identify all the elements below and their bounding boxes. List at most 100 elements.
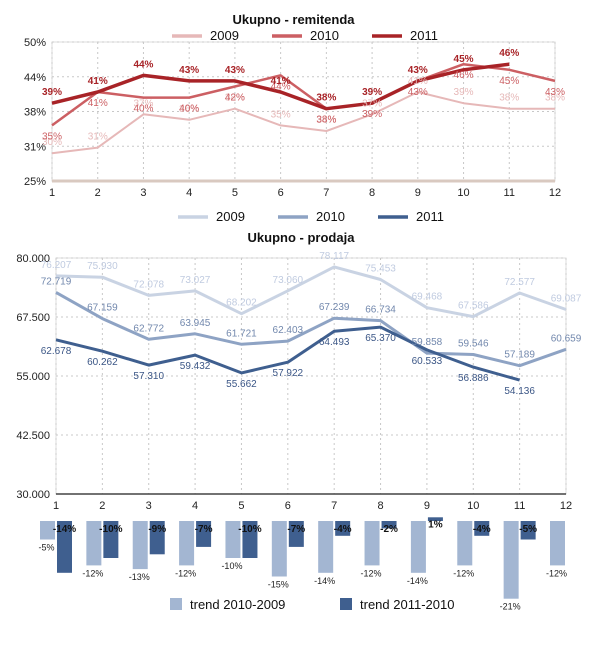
data-label: 69.087 bbox=[551, 294, 582, 305]
data-label: 43% bbox=[225, 65, 245, 76]
bar-data-label: -12% bbox=[82, 568, 103, 578]
data-label: 41% bbox=[88, 76, 108, 87]
bar-data-label: -12% bbox=[175, 568, 196, 578]
y-tick-label: 80.000 bbox=[16, 253, 50, 265]
bar-data-label: -15% bbox=[268, 580, 289, 590]
x-tick-label: 6 bbox=[285, 500, 291, 512]
data-label: 41% bbox=[408, 76, 428, 87]
data-label: 46% bbox=[499, 48, 519, 59]
data-label: 41% bbox=[88, 98, 108, 109]
x-tick-label: 7 bbox=[323, 187, 329, 199]
data-label: 45% bbox=[454, 54, 474, 65]
data-label: 62.678 bbox=[41, 346, 72, 357]
x-tick-label: 11 bbox=[514, 500, 525, 512]
data-label: 42% bbox=[225, 92, 245, 103]
trend-bar bbox=[179, 521, 195, 566]
data-label: 76.207 bbox=[41, 260, 72, 271]
trend-bar bbox=[196, 521, 212, 547]
x-tick-label: 7 bbox=[331, 500, 337, 512]
data-label: 37% bbox=[133, 98, 153, 109]
data-label: 43% bbox=[408, 65, 428, 76]
data-label: 57.922 bbox=[273, 368, 304, 379]
data-label: 75.453 bbox=[365, 263, 396, 274]
data-label: 45% bbox=[499, 76, 519, 87]
bar-data-label: -10% bbox=[238, 524, 261, 535]
trend-bar bbox=[318, 521, 334, 573]
bar-data-label: 1% bbox=[428, 519, 443, 530]
trend-bar bbox=[57, 521, 72, 573]
x-tick-label: 5 bbox=[232, 187, 238, 199]
x-tick-label: 5 bbox=[238, 500, 244, 512]
bar-data-label: -7% bbox=[287, 524, 305, 535]
x-tick-label: 10 bbox=[467, 500, 479, 512]
x-tick-label: 10 bbox=[457, 187, 469, 199]
trend-bar bbox=[550, 521, 565, 566]
y-tick-label: 55.000 bbox=[16, 371, 50, 383]
trend-bar bbox=[457, 521, 473, 566]
y-tick-label: 67.500 bbox=[16, 312, 50, 324]
trend-bar bbox=[381, 521, 397, 529]
chart-title: Ukupno - remitenda bbox=[232, 12, 355, 27]
data-label: 69.468 bbox=[412, 292, 443, 303]
data-label: 40% bbox=[133, 104, 153, 115]
data-label: 59.432 bbox=[180, 361, 211, 372]
bar-data-label: -2% bbox=[380, 524, 398, 535]
x-tick-label: 2 bbox=[99, 500, 105, 512]
x-tick-label: 3 bbox=[146, 500, 152, 512]
x-tick-label: 1 bbox=[49, 187, 55, 199]
data-label: 31% bbox=[88, 132, 108, 143]
data-label: 38% bbox=[225, 93, 245, 104]
data-label: 57.310 bbox=[133, 371, 164, 382]
trend-bar bbox=[335, 521, 351, 536]
data-label: 40% bbox=[179, 104, 199, 115]
bar-data-label: -12% bbox=[361, 568, 382, 578]
data-label: 72.577 bbox=[504, 277, 535, 288]
data-label: 68.202 bbox=[226, 298, 257, 309]
data-label: 38% bbox=[499, 93, 519, 104]
x-tick-label: 12 bbox=[549, 187, 561, 199]
y-tick-label: 44% bbox=[24, 72, 46, 84]
x-tick-label: 3 bbox=[140, 187, 146, 199]
data-label: 67.159 bbox=[87, 303, 118, 314]
y-tick-label: 38% bbox=[24, 107, 46, 119]
x-tick-label: 2 bbox=[95, 187, 101, 199]
data-label: 39% bbox=[454, 87, 474, 98]
bar-data-label: -7% bbox=[195, 524, 213, 535]
trend-bar bbox=[149, 521, 165, 555]
data-label: 39% bbox=[362, 109, 382, 120]
bar-data-label: -13% bbox=[129, 572, 150, 582]
data-label: 60.262 bbox=[87, 357, 118, 368]
trend-bar bbox=[86, 521, 102, 566]
data-label: 75.930 bbox=[87, 261, 118, 272]
data-label: 67.239 bbox=[319, 302, 350, 313]
y-tick-label: 30.000 bbox=[16, 489, 50, 501]
series-line bbox=[51, 91, 555, 155]
data-label: 46% bbox=[454, 70, 474, 81]
bar-data-label: -14% bbox=[53, 524, 76, 535]
data-label: 67.586 bbox=[458, 301, 489, 312]
data-label: 43% bbox=[179, 65, 199, 76]
data-label: 37% bbox=[362, 98, 382, 109]
trend-bar bbox=[474, 521, 490, 536]
data-label: 59.546 bbox=[458, 339, 489, 350]
data-label: 73.060 bbox=[273, 275, 304, 286]
legend-swatch bbox=[340, 598, 352, 610]
legend-label: 2011 bbox=[410, 28, 438, 43]
data-label: 61.721 bbox=[226, 328, 257, 339]
bar-data-label: -4% bbox=[473, 524, 491, 535]
data-label: 64.493 bbox=[319, 337, 350, 348]
data-label: 36% bbox=[179, 104, 199, 115]
bar-data-label: -21% bbox=[500, 602, 521, 612]
data-label: 44% bbox=[271, 81, 291, 92]
data-label: 39% bbox=[42, 87, 62, 98]
chart-title: Ukupno - prodaja bbox=[248, 230, 356, 245]
data-label: 39% bbox=[362, 87, 382, 98]
y-tick-label: 42.500 bbox=[16, 430, 50, 442]
trend-bar bbox=[288, 521, 304, 547]
trend-bar bbox=[242, 521, 258, 558]
bar-data-label: -5% bbox=[519, 524, 537, 535]
data-label: 38% bbox=[316, 93, 336, 104]
data-label: 66.734 bbox=[365, 305, 396, 316]
data-label: 72.719 bbox=[41, 276, 72, 287]
